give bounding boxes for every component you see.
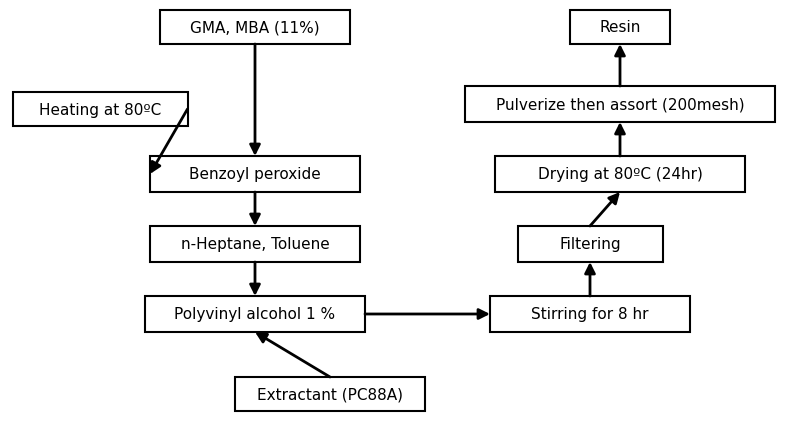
Bar (150, 227, 360, 262)
Text: n-Heptane, Toluene: n-Heptane, Toluene (181, 237, 329, 252)
Text: Filtering: Filtering (560, 237, 620, 252)
Bar (517, 227, 663, 262)
Bar (150, 157, 360, 193)
Bar (490, 296, 690, 332)
Bar (145, 296, 365, 332)
Text: Extractant (PC88A): Extractant (PC88A) (257, 386, 403, 402)
Text: Resin: Resin (599, 20, 641, 35)
Text: Pulverize then assort (200mesh): Pulverize then assort (200mesh) (496, 97, 744, 112)
Text: Drying at 80ºC (24hr): Drying at 80ºC (24hr) (538, 167, 702, 182)
Bar (235, 377, 425, 411)
Bar (12, 93, 187, 127)
Bar (495, 157, 745, 193)
Bar (465, 87, 775, 123)
Text: Benzoyl peroxide: Benzoyl peroxide (189, 167, 321, 182)
Bar (570, 11, 670, 45)
Text: Heating at 80ºC: Heating at 80ºC (39, 102, 161, 117)
Bar (160, 11, 350, 45)
Text: Polyvinyl alcohol 1 %: Polyvinyl alcohol 1 % (174, 307, 336, 322)
Text: GMA, MBA (11%): GMA, MBA (11%) (191, 20, 320, 35)
Text: Stirring for 8 hr: Stirring for 8 hr (531, 307, 649, 322)
